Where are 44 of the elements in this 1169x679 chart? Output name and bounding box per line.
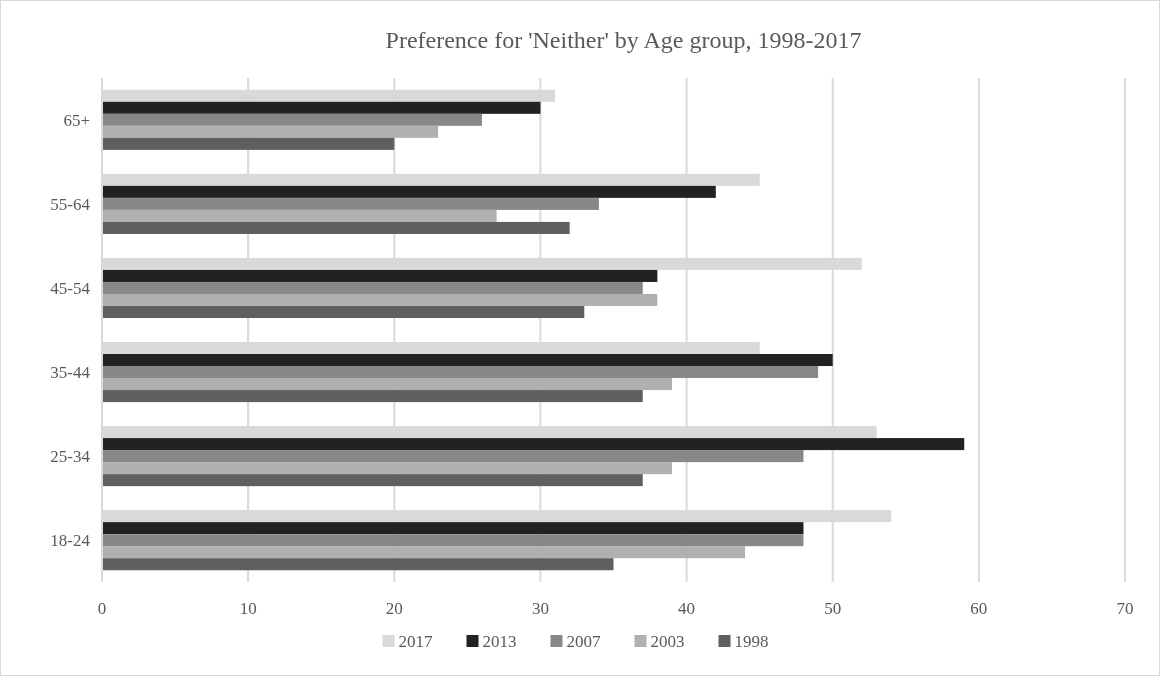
bar (102, 390, 643, 403)
bar (102, 101, 541, 114)
bar (102, 438, 965, 451)
bar (102, 221, 570, 234)
x-tick-label: 10 (239, 599, 257, 618)
y-tick-label: 65+ (63, 110, 90, 130)
bar (102, 366, 819, 379)
bar (102, 137, 395, 150)
bar (102, 209, 497, 222)
bar (102, 462, 672, 475)
bar (102, 534, 804, 547)
bar (102, 546, 746, 559)
y-tick-label: 45-54 (50, 278, 91, 298)
bar (102, 558, 614, 571)
x-tick-label: 40 (678, 599, 696, 618)
legend-label: 1998 (734, 632, 769, 651)
y-tick-label: 25-34 (50, 447, 91, 467)
legend-label: 2007 (566, 632, 601, 651)
x-tick-label: 20 (385, 599, 403, 618)
bar (102, 125, 439, 138)
y-tick-label: 35-44 (50, 363, 91, 383)
bar (102, 185, 716, 198)
x-tick-label: 0 (97, 599, 107, 618)
legend-label: 2017 (398, 632, 433, 651)
x-tick-label: 60 (970, 599, 988, 618)
bar (102, 522, 804, 535)
bar (102, 293, 658, 306)
chart-title: Preference for 'Neither' by Age group, 1998-2017 (385, 27, 862, 53)
x-tick-label: 30 (531, 599, 549, 618)
bar (102, 450, 804, 463)
legend-label: 2013 (482, 632, 517, 651)
legend-label: 2003 (650, 632, 685, 651)
bar (102, 354, 833, 367)
bar (102, 197, 599, 210)
bar (102, 474, 643, 487)
x-tick-label: 50 (824, 599, 842, 618)
y-tick-label: 55-64 (50, 194, 91, 214)
y-tick-label: 18-24 (50, 531, 91, 551)
bar (102, 378, 672, 391)
bar (102, 269, 658, 282)
bar (102, 281, 643, 294)
bar (102, 113, 482, 126)
bar (102, 306, 585, 319)
x-tick-label: 70 (1116, 599, 1134, 618)
